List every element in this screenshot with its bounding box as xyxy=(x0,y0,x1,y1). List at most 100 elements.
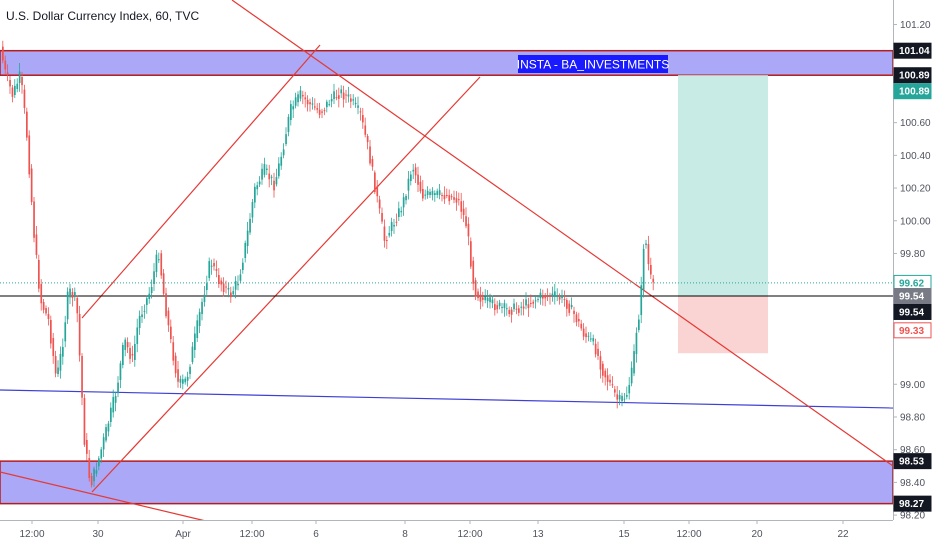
price-tag-box xyxy=(893,303,932,320)
candle-body xyxy=(220,280,223,285)
price-tag: 98.27 xyxy=(893,495,932,512)
candle-body xyxy=(582,328,585,337)
candle-body xyxy=(290,104,292,120)
candle-body xyxy=(234,280,237,290)
candle-body xyxy=(251,202,254,218)
candle-body xyxy=(59,353,62,371)
candle-body xyxy=(422,189,424,199)
candle-body xyxy=(122,344,124,365)
watermark-text: INSTA - BA_INVESTMENTS xyxy=(517,58,669,72)
candle-body xyxy=(527,304,530,309)
candle-body xyxy=(371,159,374,167)
candle-body xyxy=(395,221,398,223)
price-tag-label: 99.54 xyxy=(899,307,924,318)
candle-body xyxy=(580,323,583,329)
candle-body xyxy=(434,193,436,195)
time-tick-label: 30 xyxy=(92,529,104,540)
candle-body xyxy=(556,295,559,297)
watermark-label: INSTA - BA_INVESTMENTS xyxy=(517,55,669,73)
candle-body xyxy=(633,351,635,374)
candle-body xyxy=(35,234,38,255)
candle-body xyxy=(554,291,556,296)
time-tick-label: 8 xyxy=(402,529,408,540)
candle-body xyxy=(386,240,388,241)
candle-body xyxy=(155,254,158,272)
price-tick-label: 98.80 xyxy=(900,412,925,423)
candle-body xyxy=(587,335,590,337)
candle-body xyxy=(638,319,640,330)
candle-body xyxy=(438,190,441,195)
chart-title: U.S. Dollar Currency Index, 60, TVC xyxy=(6,9,200,23)
plot-area: INSTA - BA_INVESTMENTS xyxy=(0,0,894,523)
candle-body xyxy=(294,97,297,106)
candle-body xyxy=(335,97,338,99)
candle-body xyxy=(448,195,451,202)
candle-body xyxy=(198,312,201,326)
time-tick-label: 20 xyxy=(751,529,763,540)
candle-body xyxy=(28,135,31,175)
candle-body xyxy=(642,248,645,290)
rising-channel-upper xyxy=(81,44,321,319)
price-tag-box xyxy=(893,42,932,59)
price-tag: 98.53 xyxy=(893,453,932,470)
price-tag: 100.89 xyxy=(893,67,932,84)
candle-body xyxy=(441,195,443,196)
candle-body xyxy=(304,97,307,100)
candle-body xyxy=(222,283,225,293)
candle-body xyxy=(150,287,153,293)
candles xyxy=(2,40,655,488)
candle-body xyxy=(244,242,247,258)
lower-trendline xyxy=(0,471,211,523)
time-tick-label: 12:00 xyxy=(239,529,264,540)
price-tick-label: 101.20 xyxy=(900,20,931,31)
candle-body xyxy=(513,303,515,310)
candle-body xyxy=(546,296,549,297)
candle-body xyxy=(249,218,251,233)
candle-body xyxy=(42,302,45,310)
candle-body xyxy=(273,180,275,191)
candle-body xyxy=(38,260,40,289)
candle-body xyxy=(501,306,503,308)
candle-body xyxy=(33,201,35,238)
candle-body xyxy=(30,168,33,203)
candle-body xyxy=(270,176,273,178)
candle-body xyxy=(314,106,316,108)
candle-body xyxy=(566,300,568,309)
candle-body xyxy=(83,398,86,445)
candle-body xyxy=(254,186,256,203)
candle-body xyxy=(602,363,604,376)
candle-body xyxy=(359,111,362,113)
candle-body xyxy=(388,232,391,236)
candle-body xyxy=(126,342,129,348)
candle-body xyxy=(350,98,352,102)
candle-body xyxy=(378,199,381,209)
candle-body xyxy=(618,395,621,400)
candle-body xyxy=(489,297,491,303)
candle-body xyxy=(285,134,287,144)
candle-body xyxy=(561,295,563,299)
candle-body xyxy=(105,427,107,441)
candle-body xyxy=(518,308,520,313)
candle-body xyxy=(462,208,465,216)
candle-body xyxy=(4,60,7,70)
candle-body xyxy=(52,338,55,356)
candle-body xyxy=(364,125,367,135)
candle-body xyxy=(318,109,321,115)
candle-body xyxy=(510,309,513,315)
candle-body xyxy=(172,342,175,361)
candle-body xyxy=(297,94,299,103)
candle-body xyxy=(110,407,112,422)
candle-body xyxy=(431,191,434,195)
candle-body xyxy=(57,367,59,374)
candle-body xyxy=(124,339,127,350)
candle-body xyxy=(189,366,191,374)
candle-body xyxy=(417,174,419,185)
price-tag-label: 98.53 xyxy=(899,457,924,468)
candle-body xyxy=(129,348,131,359)
candle-body xyxy=(599,356,602,370)
candle-body xyxy=(194,333,196,350)
candle-body xyxy=(153,271,155,284)
candle-body xyxy=(578,319,580,322)
candle-body xyxy=(575,314,578,323)
